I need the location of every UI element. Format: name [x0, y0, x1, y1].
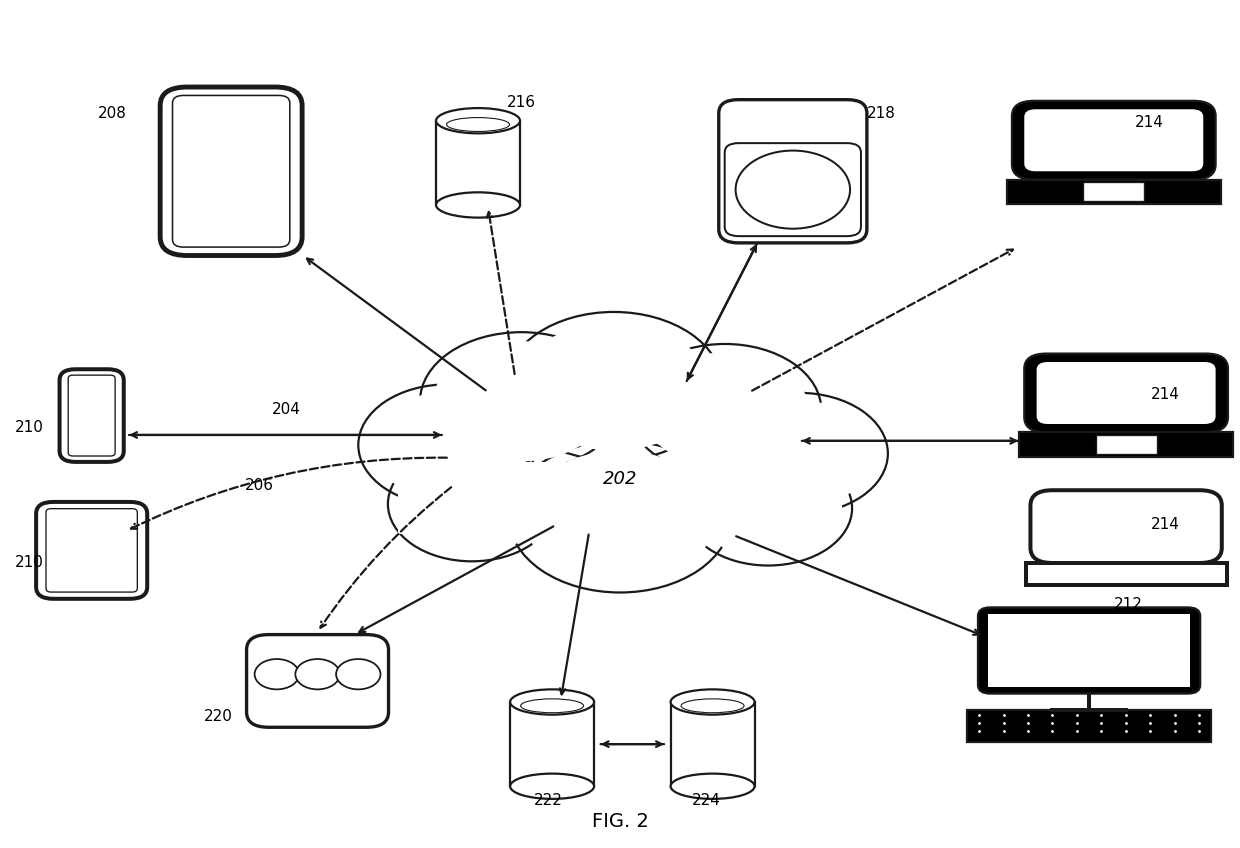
FancyBboxPatch shape — [1096, 435, 1157, 455]
FancyBboxPatch shape — [967, 711, 1211, 743]
Circle shape — [684, 451, 852, 566]
Ellipse shape — [671, 689, 755, 715]
Text: 210: 210 — [15, 555, 43, 570]
Text: 216: 216 — [506, 95, 536, 110]
Circle shape — [525, 451, 715, 582]
Ellipse shape — [436, 108, 520, 133]
Ellipse shape — [510, 689, 594, 715]
Text: 206: 206 — [244, 477, 274, 493]
Circle shape — [508, 441, 732, 593]
FancyBboxPatch shape — [172, 96, 290, 247]
Circle shape — [629, 344, 821, 476]
FancyBboxPatch shape — [1012, 101, 1215, 180]
Circle shape — [295, 659, 340, 689]
Text: 214: 214 — [1135, 114, 1163, 130]
Circle shape — [723, 401, 875, 505]
FancyBboxPatch shape — [988, 614, 1190, 687]
Text: 220: 220 — [205, 709, 233, 723]
Text: 210: 210 — [15, 421, 43, 435]
Text: 204: 204 — [272, 402, 301, 417]
Text: 214: 214 — [1151, 517, 1179, 533]
Text: 214: 214 — [1151, 387, 1179, 402]
Text: FIG. 2: FIG. 2 — [591, 812, 649, 831]
Circle shape — [420, 332, 622, 471]
FancyBboxPatch shape — [1007, 180, 1220, 204]
FancyBboxPatch shape — [1084, 182, 1145, 201]
Ellipse shape — [436, 192, 520, 218]
FancyBboxPatch shape — [398, 462, 842, 533]
Circle shape — [254, 659, 299, 689]
FancyBboxPatch shape — [436, 120, 520, 205]
Circle shape — [434, 342, 609, 460]
FancyBboxPatch shape — [247, 634, 388, 728]
Circle shape — [696, 459, 841, 557]
FancyBboxPatch shape — [1024, 354, 1228, 432]
FancyBboxPatch shape — [1019, 432, 1233, 456]
Ellipse shape — [510, 773, 594, 799]
Ellipse shape — [671, 773, 755, 799]
FancyBboxPatch shape — [160, 87, 303, 255]
Circle shape — [388, 447, 556, 561]
Text: 202: 202 — [603, 470, 637, 488]
FancyBboxPatch shape — [60, 369, 124, 462]
FancyBboxPatch shape — [68, 375, 115, 456]
FancyBboxPatch shape — [1030, 490, 1221, 563]
FancyBboxPatch shape — [978, 607, 1200, 694]
FancyBboxPatch shape — [1037, 362, 1215, 424]
Circle shape — [371, 393, 523, 497]
FancyBboxPatch shape — [724, 143, 861, 236]
Circle shape — [358, 384, 536, 505]
Circle shape — [642, 353, 807, 466]
Circle shape — [521, 322, 707, 449]
Circle shape — [399, 455, 544, 553]
Circle shape — [505, 312, 723, 460]
Circle shape — [711, 393, 888, 514]
FancyBboxPatch shape — [46, 509, 138, 592]
Text: 224: 224 — [692, 793, 720, 808]
Text: 208: 208 — [98, 106, 126, 121]
FancyBboxPatch shape — [671, 702, 755, 786]
Text: 212: 212 — [1114, 597, 1142, 612]
FancyBboxPatch shape — [510, 702, 594, 786]
FancyBboxPatch shape — [719, 100, 867, 243]
Text: 218: 218 — [867, 106, 895, 121]
FancyBboxPatch shape — [1024, 109, 1203, 171]
Circle shape — [336, 659, 381, 689]
FancyBboxPatch shape — [1025, 563, 1226, 585]
Text: 222: 222 — [533, 793, 563, 808]
FancyBboxPatch shape — [36, 502, 148, 599]
Circle shape — [735, 151, 851, 229]
